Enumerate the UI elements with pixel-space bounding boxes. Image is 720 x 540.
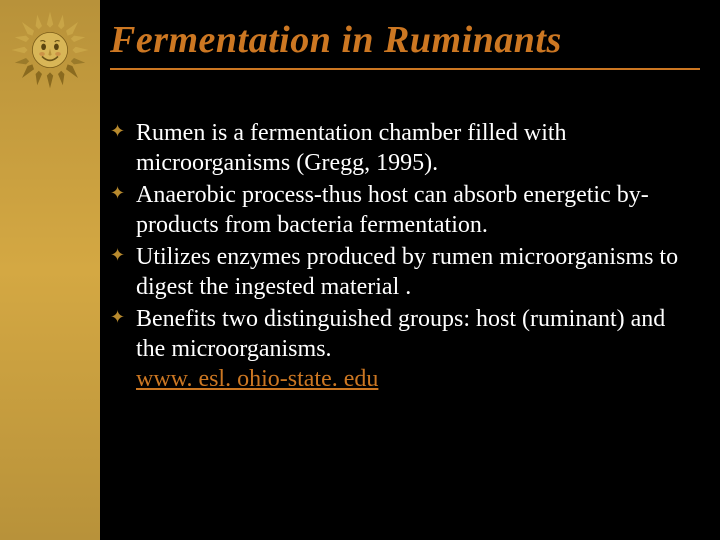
source-link[interactable]: www. esl. ohio-state. edu — [136, 366, 378, 392]
list-item: Utilizes enzymes produced by rumen micro… — [110, 242, 700, 302]
list-item: Benefits two distinguished groups: host … — [110, 304, 700, 394]
sidebar-band — [0, 0, 100, 540]
title-rule — [110, 68, 700, 70]
sun-icon — [10, 10, 90, 90]
bullet-text: Anaerobic process-thus host can absorb e… — [136, 182, 649, 238]
slide-title: Fermentation in Ruminants — [110, 18, 700, 62]
bullet-text: Rumen is a fermentation chamber filled w… — [136, 120, 567, 176]
slide-content: Fermentation in Ruminants Rumen is a fer… — [110, 18, 700, 396]
bullet-list: Rumen is a fermentation chamber filled w… — [110, 118, 700, 394]
list-item: Anaerobic process-thus host can absorb e… — [110, 180, 700, 240]
bullet-text: Utilizes enzymes produced by rumen micro… — [136, 244, 678, 300]
list-item: Rumen is a fermentation chamber filled w… — [110, 118, 700, 178]
bullet-text: Benefits two distinguished groups: host … — [136, 306, 665, 362]
